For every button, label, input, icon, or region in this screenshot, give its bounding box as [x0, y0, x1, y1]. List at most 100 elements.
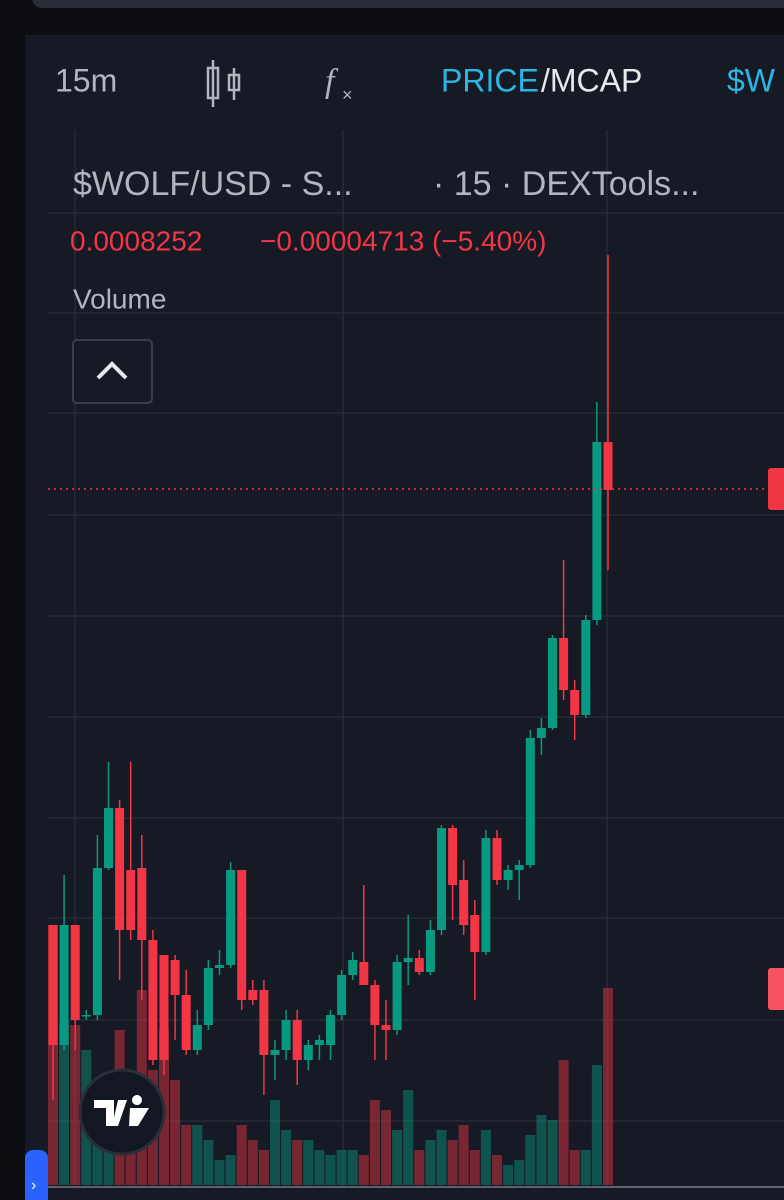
side-tab[interactable] [25, 1150, 48, 1200]
volume-bar [70, 1025, 81, 1185]
candle-body [492, 838, 502, 880]
candle-icon[interactable] [206, 60, 241, 107]
volume-bar [170, 1080, 181, 1185]
volume-bar [392, 1130, 403, 1185]
candle-body [392, 962, 402, 1030]
candle-body [192, 1025, 202, 1050]
candle-body [470, 915, 480, 952]
volume-bar [503, 1165, 514, 1185]
legend-change: −0.00004713 (−5.40%) [260, 225, 546, 256]
volume-bar [270, 1100, 280, 1185]
candle-body [425, 930, 435, 972]
candle-body [559, 638, 569, 690]
candle-body [237, 870, 247, 1000]
volume-bar [436, 1130, 447, 1185]
volume-bar [381, 1110, 391, 1185]
indicator-icon-x: × [342, 85, 353, 105]
candle-body [59, 925, 69, 1045]
volume-bar [536, 1115, 547, 1185]
volume-bar [447, 1140, 458, 1185]
volume-bar [469, 1150, 480, 1185]
candle-body [359, 962, 369, 985]
volume-bar [358, 1155, 369, 1185]
candle-body [48, 925, 58, 1045]
candle-body [226, 870, 236, 965]
candle-body [348, 960, 358, 975]
volume-bar [225, 1155, 236, 1185]
candle-body [525, 738, 535, 865]
volume-bar [580, 1150, 591, 1185]
volume-bar [569, 1150, 580, 1185]
volume-bar [603, 988, 613, 1185]
candle-body [581, 620, 591, 715]
candle-body [459, 880, 469, 925]
candle-body [70, 925, 80, 1020]
tv-logo-mark [94, 1095, 149, 1126]
volume-bar [281, 1130, 292, 1185]
legend-pair: $WOLF/USD - S... [73, 165, 353, 203]
side-tab-arrow: › [31, 1177, 36, 1194]
volume-bar [103, 1130, 114, 1185]
volume-bar [558, 1060, 569, 1185]
grid [48, 130, 784, 1188]
candle-body [503, 870, 513, 880]
candle-body [414, 958, 424, 972]
candle-body [403, 958, 413, 962]
volume-bar [336, 1150, 347, 1185]
volume-bar [192, 1125, 203, 1185]
legend-price: 0.0008252 [70, 225, 202, 256]
candle-body [137, 868, 147, 940]
volume-bar [525, 1135, 536, 1185]
volume-bar [458, 1125, 469, 1185]
top-bar [32, 0, 784, 8]
volume-bar [369, 1100, 380, 1185]
candle-body [326, 1015, 335, 1045]
volume-bar [414, 1150, 425, 1185]
volume-bar [236, 1125, 247, 1185]
candle-body [215, 965, 224, 968]
volume-bar [59, 1025, 70, 1185]
candle-body [115, 808, 125, 930]
volume-bar [303, 1140, 314, 1185]
volume-bar [347, 1150, 358, 1185]
volume-bar [292, 1140, 303, 1185]
candle-body [148, 940, 158, 1060]
volume-bar [425, 1140, 436, 1185]
volume-bar [203, 1140, 214, 1185]
volume-bar [514, 1160, 525, 1185]
candle-body [203, 968, 213, 1025]
candle-body [337, 975, 347, 1015]
candle-body [126, 870, 136, 930]
legend-source: · 15 · DEXTools... [433, 165, 699, 203]
volume-bar [258, 1150, 269, 1185]
candle-body [592, 442, 602, 620]
volume-bar [314, 1150, 325, 1185]
mcap-toggle[interactable]: /MCAP [541, 62, 642, 98]
volume-bar [403, 1090, 414, 1185]
volume-bar [591, 1065, 602, 1185]
volume-bar [214, 1160, 225, 1185]
volume-bar [480, 1130, 491, 1185]
candle-body [381, 1025, 391, 1030]
volume-tag [768, 968, 784, 1010]
candle-body [81, 1015, 91, 1017]
candle-body [281, 1020, 291, 1050]
interval[interactable]: 15m [55, 62, 117, 98]
candle-body [370, 985, 380, 1025]
candle-body [270, 1050, 280, 1055]
collapse-icon [96, 361, 128, 380]
candle-body [536, 728, 546, 738]
candle-body [181, 995, 191, 1050]
symbol-tab[interactable]: $W [727, 62, 776, 98]
volume-bar [125, 1140, 136, 1185]
candle-body [159, 955, 169, 1060]
candle-body [303, 1045, 313, 1060]
candle-body [170, 960, 180, 995]
price-toggle[interactable]: PRICE [441, 62, 539, 98]
volume-bar [181, 1125, 192, 1185]
volume-bar [547, 1120, 558, 1185]
collapse-button[interactable] [72, 339, 153, 404]
price-tag [768, 468, 784, 510]
